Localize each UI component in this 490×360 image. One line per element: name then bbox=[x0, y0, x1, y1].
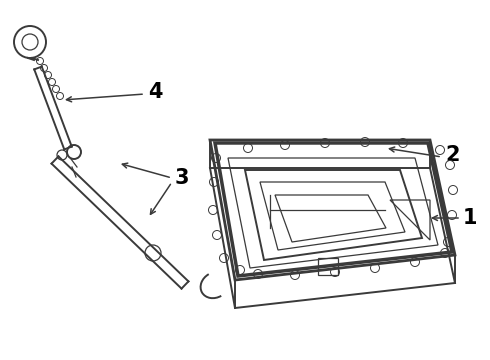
Text: 1: 1 bbox=[463, 208, 477, 228]
Text: 2: 2 bbox=[445, 145, 460, 165]
Text: 3: 3 bbox=[175, 168, 190, 188]
Text: 4: 4 bbox=[148, 82, 163, 102]
